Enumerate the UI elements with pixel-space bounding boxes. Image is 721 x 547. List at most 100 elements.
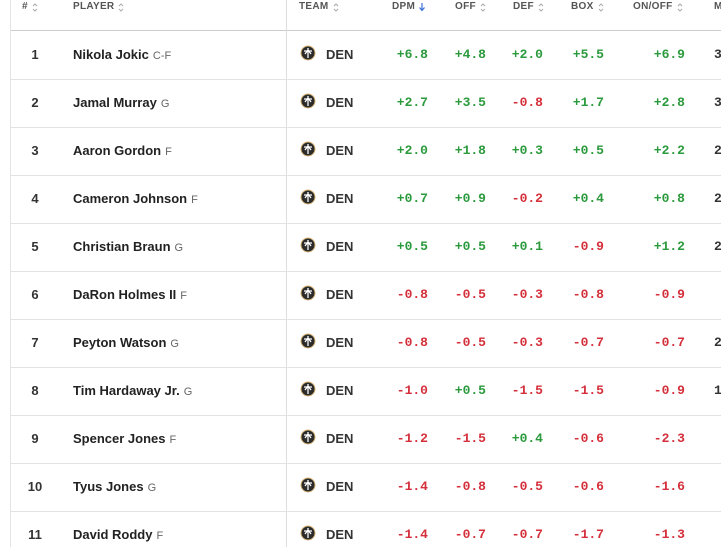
- team: DEN: [326, 47, 354, 62]
- position: F: [169, 434, 177, 446]
- stat-box: -0.9: [572, 239, 604, 254]
- player-link[interactable]: Jamal Murray: [73, 95, 157, 110]
- player-name: Tyus Jones G: [73, 479, 156, 494]
- stat-dpm: +0.5: [396, 239, 428, 254]
- stat-onoff: +0.8: [653, 191, 685, 206]
- player-link[interactable]: Nikola Jokic: [73, 47, 149, 62]
- player-name: David Roddy F: [73, 527, 163, 542]
- rank: 1: [31, 47, 39, 62]
- stat-dpm: +2.0: [396, 143, 428, 158]
- stat-def: -0.3: [511, 287, 543, 302]
- column-header[interactable]: DPM: [392, 1, 416, 12]
- stat-onoff: -0.9: [653, 383, 685, 398]
- stat-def: +0.1: [511, 239, 543, 254]
- rank: 4: [31, 191, 39, 206]
- stat-dpm: +0.7: [396, 191, 428, 206]
- position: G: [174, 242, 184, 254]
- stat-box: +1.7: [572, 95, 604, 110]
- column-header[interactable]: OFF: [455, 1, 476, 12]
- rank: 11: [28, 527, 42, 542]
- team: DEN: [326, 191, 354, 206]
- stat-onoff: +2.8: [653, 95, 685, 110]
- team-logo: [300, 381, 316, 397]
- player-name: Peyton Watson G: [73, 335, 179, 350]
- position: F: [165, 146, 172, 158]
- stat-cut-off: 3: [714, 47, 721, 62]
- player-link[interactable]: Spencer Jones: [73, 431, 166, 446]
- player-link[interactable]: Peyton Watson: [73, 335, 167, 350]
- table-row: 2 Jamal Murray G DEN +2.7 +3.5 -0.8 +1.7 +2.8 3: [10, 79, 721, 128]
- column-header[interactable]: DEF: [513, 1, 534, 12]
- stat-box: -1.7: [572, 527, 604, 542]
- sort-icon[interactable]: [32, 3, 38, 12]
- column-header[interactable]: ON/OFF: [633, 1, 673, 12]
- stat-off: -0.8: [454, 479, 486, 494]
- stat-def: +0.3: [511, 143, 543, 158]
- stat-off: -0.7: [454, 527, 486, 542]
- stat-box: -0.8: [572, 287, 604, 302]
- player-link[interactable]: Tim Hardaway Jr.: [73, 383, 180, 398]
- stat-off: -0.5: [454, 335, 486, 350]
- stat-off: -1.5: [454, 431, 486, 446]
- header-row: [10, 0, 721, 31]
- stat-cut-off: 1: [714, 383, 721, 398]
- stat-onoff: -1.3: [653, 527, 685, 542]
- sort-icon[interactable]: [538, 3, 544, 12]
- column-header[interactable]: #: [22, 1, 28, 12]
- player-name: Aaron Gordon F: [73, 143, 172, 158]
- stat-box: -0.6: [572, 431, 604, 446]
- player-name: Tim Hardaway Jr. G: [73, 383, 192, 398]
- team: DEN: [326, 287, 354, 302]
- stat-cut-off: 2: [714, 143, 721, 158]
- team-logo: [300, 141, 316, 157]
- player-link[interactable]: David Roddy: [73, 527, 153, 542]
- player-name: Jamal Murray G: [73, 95, 169, 110]
- stat-dpm: -0.8: [396, 335, 428, 350]
- position: G: [160, 98, 170, 110]
- stat-off: +0.5: [454, 383, 486, 398]
- stat-onoff: +1.2: [653, 239, 685, 254]
- team-logo: [300, 525, 316, 541]
- player-link[interactable]: DaRon Holmes II: [73, 287, 177, 302]
- stat-cut-off: 2: [714, 239, 721, 254]
- left-border: [10, 0, 11, 547]
- team-logo: [300, 477, 316, 493]
- table-row: 4 Cameron Johnson F DEN +0.7 +0.9 -0.2 +0.4 +0.8…: [10, 175, 721, 224]
- sort-icon[interactable]: [118, 3, 124, 12]
- team-logo: [300, 285, 316, 301]
- player-link[interactable]: Aaron Gordon: [73, 143, 162, 158]
- team: DEN: [326, 527, 354, 542]
- team-logo: [300, 237, 316, 253]
- column-header[interactable]: TEAM: [299, 1, 329, 12]
- team: DEN: [326, 143, 354, 158]
- column-header[interactable]: BOX: [571, 1, 594, 12]
- position: F: [191, 194, 198, 206]
- team: DEN: [326, 95, 354, 110]
- stat-off: +3.5: [454, 95, 486, 110]
- sort-icon[interactable]: [598, 3, 604, 12]
- stat-dpm: +6.8: [396, 47, 428, 62]
- stat-def: +0.4: [511, 431, 543, 446]
- column-divider: [286, 0, 287, 547]
- player-link[interactable]: Christian Braun: [73, 239, 171, 254]
- sort-icon[interactable]: [677, 3, 683, 12]
- stat-onoff: +2.2: [653, 143, 685, 158]
- rank: 7: [31, 335, 39, 350]
- sort-icon[interactable]: [333, 3, 339, 12]
- sort-desc-icon[interactable]: [419, 3, 425, 12]
- column-header[interactable]: PLAYER: [73, 1, 115, 12]
- stat-dpm: -1.0: [396, 383, 428, 398]
- team-logo: [300, 93, 316, 109]
- stat-dpm: -0.8: [396, 287, 428, 302]
- player-link[interactable]: Cameron Johnson: [73, 191, 188, 206]
- stat-cut-off: 2: [714, 191, 721, 206]
- stat-def: -1.5: [511, 383, 543, 398]
- position: G: [183, 386, 193, 398]
- team: DEN: [326, 431, 354, 446]
- sort-icon[interactable]: [480, 3, 486, 12]
- column-header[interactable]: M: [714, 1, 721, 12]
- player-link[interactable]: Tyus Jones: [73, 479, 144, 494]
- stat-dpm: +2.7: [396, 95, 428, 110]
- table-row: 6 DaRon Holmes II F DEN -0.8 -0.5 -0.3 -0.8 -0.9: [10, 271, 721, 320]
- table-row: 10 Tyus Jones G DEN -1.4 -0.8 -0.5 -0.6 -1.6: [10, 463, 721, 512]
